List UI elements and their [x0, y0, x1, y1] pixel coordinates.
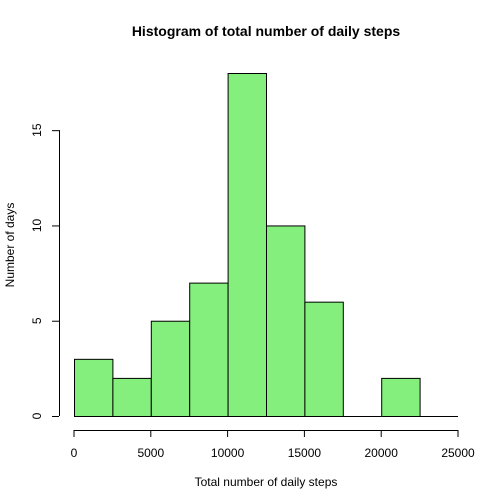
x-tick-label: 25000	[441, 446, 475, 460]
histogram-bar	[74, 358, 114, 418]
x-tick-label: 20000	[365, 446, 399, 460]
histogram-bar	[227, 73, 268, 417]
x-axis: 0 5000 10000 15000 20000 25000	[71, 430, 475, 460]
histogram-bar	[304, 301, 344, 417]
x-axis-label: Total number of daily steps	[195, 475, 338, 489]
y-axis: 0 5 10 15	[30, 123, 60, 419]
y-axis-label: Number of days	[3, 203, 17, 288]
y-tick-label: 5	[30, 317, 44, 324]
bars-group	[74, 73, 458, 418]
histogram-bar	[112, 377, 152, 417]
x-tick-label: 0	[71, 446, 78, 460]
x-tick-label: 5000	[137, 446, 164, 460]
y-tick-label: 15	[30, 123, 44, 137]
histogram-bar	[266, 225, 306, 417]
x-tick-label: 15000	[288, 446, 322, 460]
x-tick-label: 10000	[211, 446, 245, 460]
histogram-bar	[381, 377, 421, 417]
chart-title: Histogram of total number of daily steps	[132, 23, 401, 39]
y-tick-label: 0	[30, 412, 44, 419]
histogram-bar	[189, 282, 229, 417]
y-tick-label: 10	[30, 218, 44, 232]
histogram-bar	[150, 320, 191, 418]
